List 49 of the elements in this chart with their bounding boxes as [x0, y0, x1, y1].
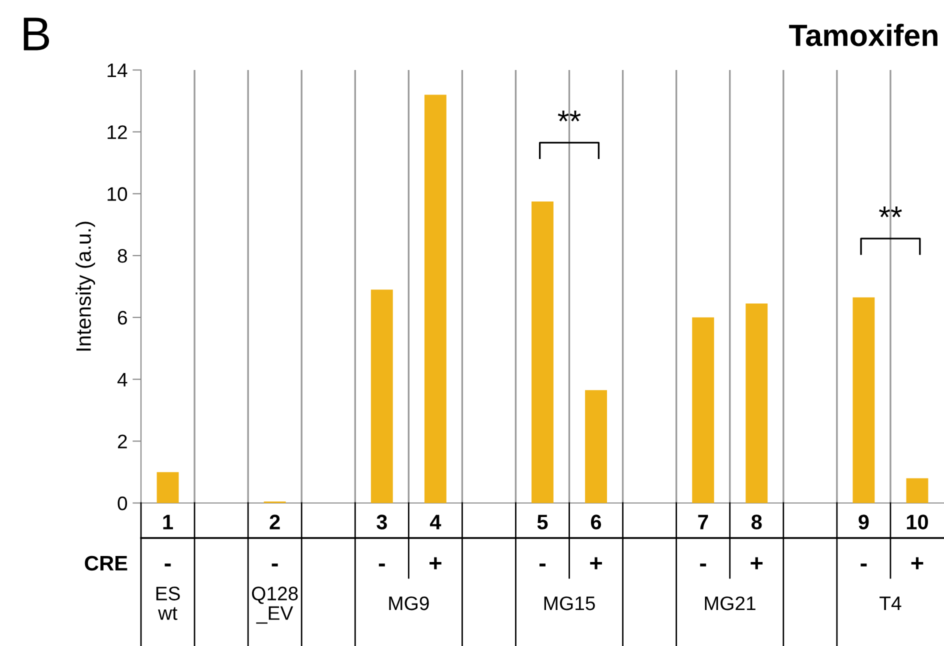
text: Q128 _EV [252, 586, 298, 624]
bar [370, 290, 393, 503]
bar [532, 201, 554, 503]
text: + [430, 557, 442, 570]
y-tick-label: 12 [108, 125, 127, 139]
chart-title: Tamoxifen [789, 24, 938, 46]
x-tick-label: 5 [537, 514, 548, 530]
bar [585, 390, 608, 503]
x-tick-label: 1 [163, 514, 173, 530]
text: + [750, 557, 763, 570]
text: - [378, 564, 385, 566]
text: T4 [880, 596, 902, 610]
x-tick-label: 10 [906, 514, 928, 530]
text: MG21 [704, 596, 756, 610]
x-tick-label: 3 [376, 514, 387, 530]
text: CRE [84, 556, 128, 571]
bar [746, 304, 768, 503]
text: + [911, 557, 924, 570]
annotation: ** [558, 110, 581, 122]
text: - [164, 564, 171, 566]
x-tick-label: 6 [591, 514, 602, 530]
y-tick-label: 6 [118, 310, 127, 325]
text: MG9 [389, 596, 429, 610]
x-tick-label: 4 [430, 514, 442, 530]
text: - [700, 564, 706, 566]
x-tick-label: 8 [752, 514, 762, 530]
text: B [24, 18, 50, 50]
bar [692, 317, 714, 503]
text: ES wt [156, 586, 180, 620]
y-axis-title: Intensity (a.u.) [76, 222, 96, 351]
y-tick-label: 0 [118, 496, 128, 510]
text: MG15 [544, 596, 595, 610]
y-tick-label: 4 [117, 372, 128, 386]
x-tick-label: 7 [698, 514, 708, 530]
text: - [539, 564, 546, 566]
annotation: ** [879, 206, 902, 218]
text: + [590, 557, 602, 570]
bar [156, 472, 179, 503]
y-tick-label: 2 [118, 434, 127, 448]
x-tick-label: 9 [858, 514, 869, 530]
text: - [272, 564, 278, 566]
y-tick-label: 14 [108, 64, 128, 78]
y-tick-label: 10 [108, 187, 128, 201]
bar [906, 478, 928, 503]
bar [852, 297, 875, 503]
bar [424, 94, 446, 503]
x-tick-label: 2 [270, 514, 280, 530]
text: - [860, 564, 867, 566]
y-tick-label: 8 [118, 249, 127, 263]
